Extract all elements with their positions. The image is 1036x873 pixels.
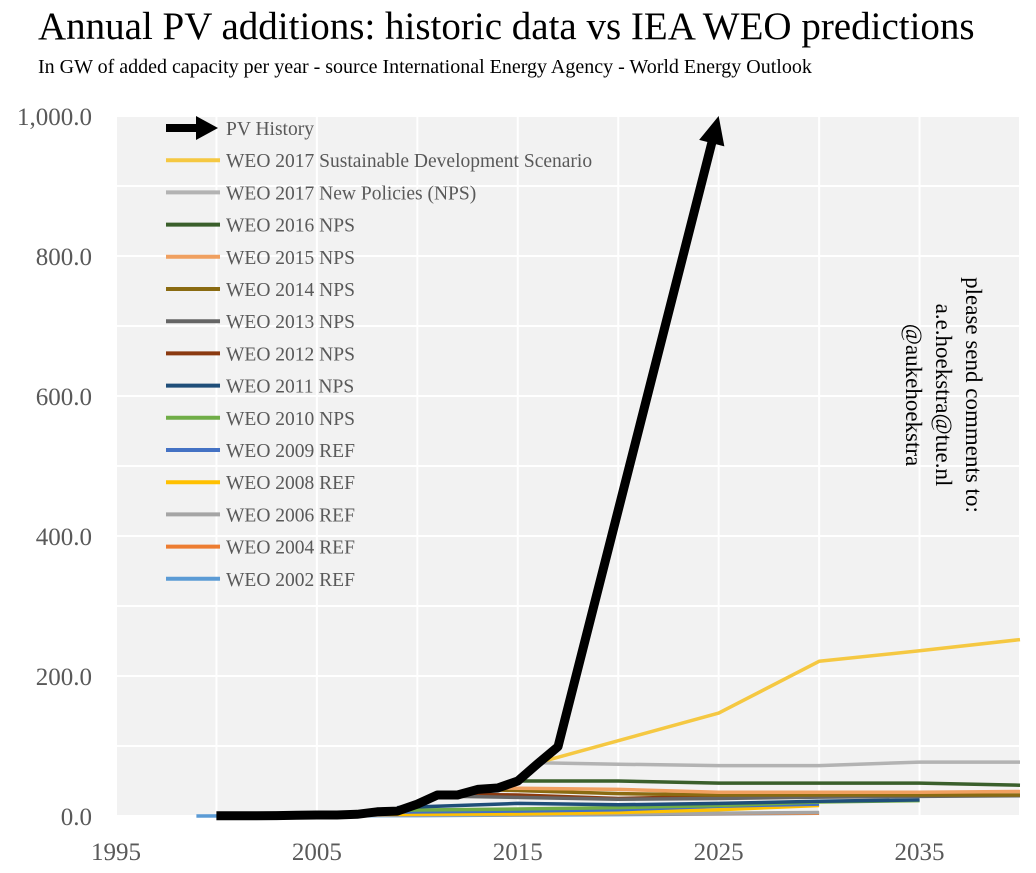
legend-arrow-swatch <box>196 116 218 140</box>
x-tick-label: 2035 <box>895 839 945 866</box>
comment-line-1: please send comments to: <box>961 277 986 513</box>
x-tick-label: 2005 <box>292 839 342 866</box>
legend-label: WEO 2002 REF <box>226 570 355 591</box>
y-tick-label: 800.0 <box>36 244 92 271</box>
legend-label: WEO 2012 NPS <box>226 344 355 365</box>
series-lines <box>196 116 1021 821</box>
legend-label: PV History <box>226 119 314 140</box>
y-tick-label: 200.0 <box>36 664 92 691</box>
comment-line-3: @aukehoekstra <box>901 323 926 467</box>
y-tick-label: 1,000.0 <box>17 104 92 131</box>
legend-label: WEO 2017 New Policies (NPS) <box>226 183 476 204</box>
legend: PV History WEO 2017 Sustainable Developme… <box>166 116 592 591</box>
legend-label: WEO 2009 REF <box>226 441 355 462</box>
legend-label: WEO 2017 Sustainable Development Scenari… <box>226 151 592 172</box>
series-line <box>497 786 1021 794</box>
y-tick-label: 400.0 <box>36 524 92 551</box>
comment-annotation: please send comments to: a.e.hoekstra@tu… <box>880 230 990 560</box>
legend-label: WEO 2016 NPS <box>226 216 355 237</box>
legend-label: WEO 2014 NPS <box>226 280 355 301</box>
series-line <box>537 637 1021 765</box>
x-tick-label: 2025 <box>694 839 744 866</box>
chart-title: Annual PV additions: historic data vs IE… <box>38 5 975 48</box>
pv-history-arrowhead <box>699 116 725 147</box>
legend-label: WEO 2004 REF <box>226 538 355 559</box>
series-line <box>477 787 1020 797</box>
series-line <box>397 798 920 810</box>
legend-label: WEO 2006 REF <box>226 505 355 526</box>
legend-label: WEO 2010 NPS <box>226 409 355 430</box>
x-tick-label: 2015 <box>493 839 543 866</box>
series-line <box>537 760 1020 768</box>
chart-subtitle: In GW of added capacity per year - sourc… <box>38 56 812 78</box>
legend-label: WEO 2013 NPS <box>226 312 355 333</box>
x-axis-tick-labels: 1995 2005 2015 2025 2035 <box>91 839 945 866</box>
series-line <box>517 779 1021 787</box>
series-line-pv-history <box>216 136 718 821</box>
comment-line-2: a.e.hoekstra@tue.nl <box>931 303 956 487</box>
legend-label: WEO 2008 REF <box>226 473 355 494</box>
y-axis-tick-labels: 0.0 200.0 400.0 600.0 800.0 1,000.0 <box>17 104 92 831</box>
legend-label: WEO 2011 NPS <box>226 377 354 398</box>
x-tick-label: 1995 <box>91 839 141 866</box>
series-line <box>336 803 820 817</box>
grid-lines <box>115 115 1021 817</box>
legend-label: WEO 2015 NPS <box>226 248 355 269</box>
y-tick-label: 0.0 <box>61 804 92 831</box>
y-tick-label: 600.0 <box>36 384 92 411</box>
